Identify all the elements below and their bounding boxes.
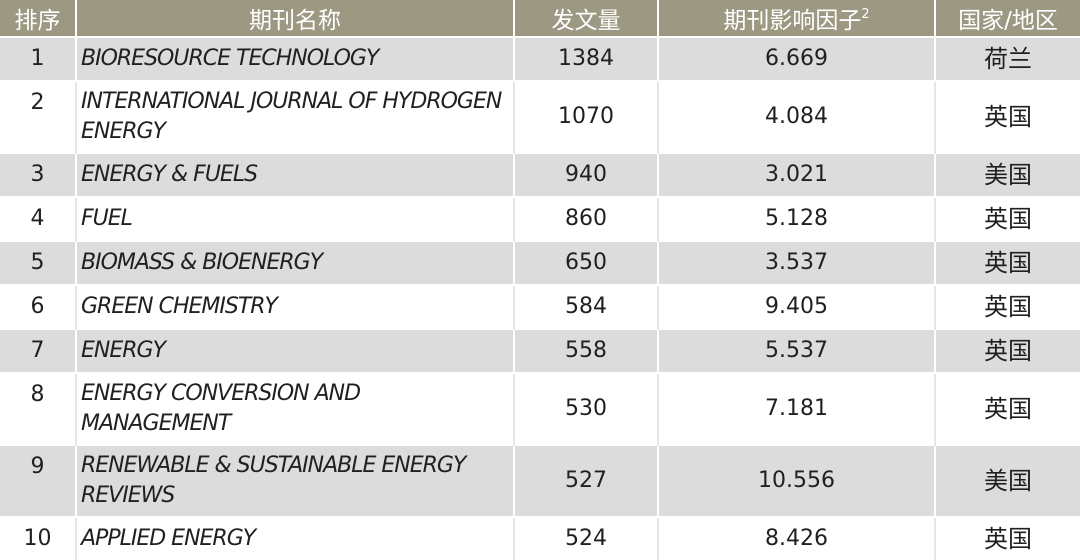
rank-cell: 6 bbox=[0, 284, 76, 329]
table-row: 6 GREEN CHEMISTRY 584 9.405 英国 bbox=[0, 284, 1080, 329]
rank-cell: 9 bbox=[0, 444, 76, 517]
country-cell: 英国 bbox=[934, 80, 1080, 153]
rank-cell: 8 bbox=[0, 372, 76, 445]
journal-cell: ENERGY bbox=[75, 328, 514, 373]
country-cell: 美国 bbox=[934, 152, 1080, 197]
journal-cell: ENERGY & FUELS bbox=[75, 152, 514, 197]
table-row: 1 BIORESOURCE TECHNOLOGY 1384 6.669 荷兰 bbox=[0, 36, 1080, 81]
table-row: 8 ENERGY CONVERSION AND MANAGEMENT 530 7… bbox=[0, 372, 1080, 445]
journal-cell: GREEN CHEMISTRY bbox=[75, 284, 514, 329]
impact-cell: 3.021 bbox=[657, 152, 935, 197]
impact-cell: 7.181 bbox=[657, 372, 935, 445]
country-cell: 英国 bbox=[934, 328, 1080, 373]
rank-cell: 2 bbox=[0, 80, 76, 153]
header-journal: 期刊名称 bbox=[75, 0, 514, 37]
papers-cell: 527 bbox=[513, 444, 658, 517]
country-cell: 英国 bbox=[934, 240, 1080, 285]
table-row: 2 INTERNATIONAL JOURNAL OF HYDROGEN ENER… bbox=[0, 80, 1080, 153]
impact-cell: 8.426 bbox=[657, 516, 935, 560]
table-row: 9 RENEWABLE & SUSTAINABLE ENERGY REVIEWS… bbox=[0, 444, 1080, 517]
papers-cell: 1384 bbox=[513, 36, 658, 81]
papers-cell: 530 bbox=[513, 372, 658, 445]
table-row: 5 BIOMASS & BIOENERGY 650 3.537 英国 bbox=[0, 240, 1080, 285]
papers-cell: 584 bbox=[513, 284, 658, 329]
journal-cell: BIORESOURCE TECHNOLOGY bbox=[75, 36, 514, 81]
impact-cell: 10.556 bbox=[657, 444, 935, 517]
country-cell: 英国 bbox=[934, 284, 1080, 329]
rank-cell: 10 bbox=[0, 516, 76, 560]
country-cell: 英国 bbox=[934, 516, 1080, 560]
papers-cell: 650 bbox=[513, 240, 658, 285]
papers-cell: 558 bbox=[513, 328, 658, 373]
header-rank: 排序 bbox=[0, 0, 76, 37]
papers-cell: 524 bbox=[513, 516, 658, 560]
table-row: 3 ENERGY & FUELS 940 3.021 美国 bbox=[0, 152, 1080, 197]
header-papers: 发文量 bbox=[513, 0, 658, 37]
country-cell: 英国 bbox=[934, 196, 1080, 241]
header-impact: 期刊影响因子2 bbox=[657, 0, 935, 37]
table-row: 10 APPLIED ENERGY 524 8.426 英国 bbox=[0, 516, 1080, 560]
journal-cell: INTERNATIONAL JOURNAL OF HYDROGEN ENERGY bbox=[75, 80, 514, 153]
impact-cell: 5.128 bbox=[657, 196, 935, 241]
table-row: 4 FUEL 860 5.128 英国 bbox=[0, 196, 1080, 241]
rank-cell: 7 bbox=[0, 328, 76, 373]
journal-cell: RENEWABLE & SUSTAINABLE ENERGY REVIEWS bbox=[75, 444, 514, 517]
papers-cell: 1070 bbox=[513, 80, 658, 153]
country-cell: 英国 bbox=[934, 372, 1080, 445]
papers-cell: 940 bbox=[513, 152, 658, 197]
impact-cell: 4.084 bbox=[657, 80, 935, 153]
journal-cell: FUEL bbox=[75, 196, 514, 241]
rank-cell: 1 bbox=[0, 36, 76, 81]
table-body: 1 BIORESOURCE TECHNOLOGY 1384 6.669 荷兰 2… bbox=[0, 36, 1080, 560]
table-header: 排序 期刊名称 发文量 期刊影响因子2 国家/地区 bbox=[0, 0, 1080, 37]
impact-cell: 5.537 bbox=[657, 328, 935, 373]
rank-cell: 5 bbox=[0, 240, 76, 285]
header-impact-label: 期刊影响因子 bbox=[723, 8, 862, 34]
journal-cell: ENERGY CONVERSION AND MANAGEMENT bbox=[75, 372, 514, 445]
country-cell: 美国 bbox=[934, 444, 1080, 517]
journal-cell: APPLIED ENERGY bbox=[75, 516, 514, 560]
footnote-marker: 2 bbox=[861, 7, 870, 22]
header-country: 国家/地区 bbox=[934, 0, 1080, 37]
papers-cell: 860 bbox=[513, 196, 658, 241]
country-cell: 荷兰 bbox=[934, 36, 1080, 81]
rank-cell: 3 bbox=[0, 152, 76, 197]
impact-cell: 6.669 bbox=[657, 36, 935, 81]
impact-cell: 3.537 bbox=[657, 240, 935, 285]
journal-cell: BIOMASS & BIOENERGY bbox=[75, 240, 514, 285]
rank-cell: 4 bbox=[0, 196, 76, 241]
table-row: 7 ENERGY 558 5.537 英国 bbox=[0, 328, 1080, 373]
impact-cell: 9.405 bbox=[657, 284, 935, 329]
